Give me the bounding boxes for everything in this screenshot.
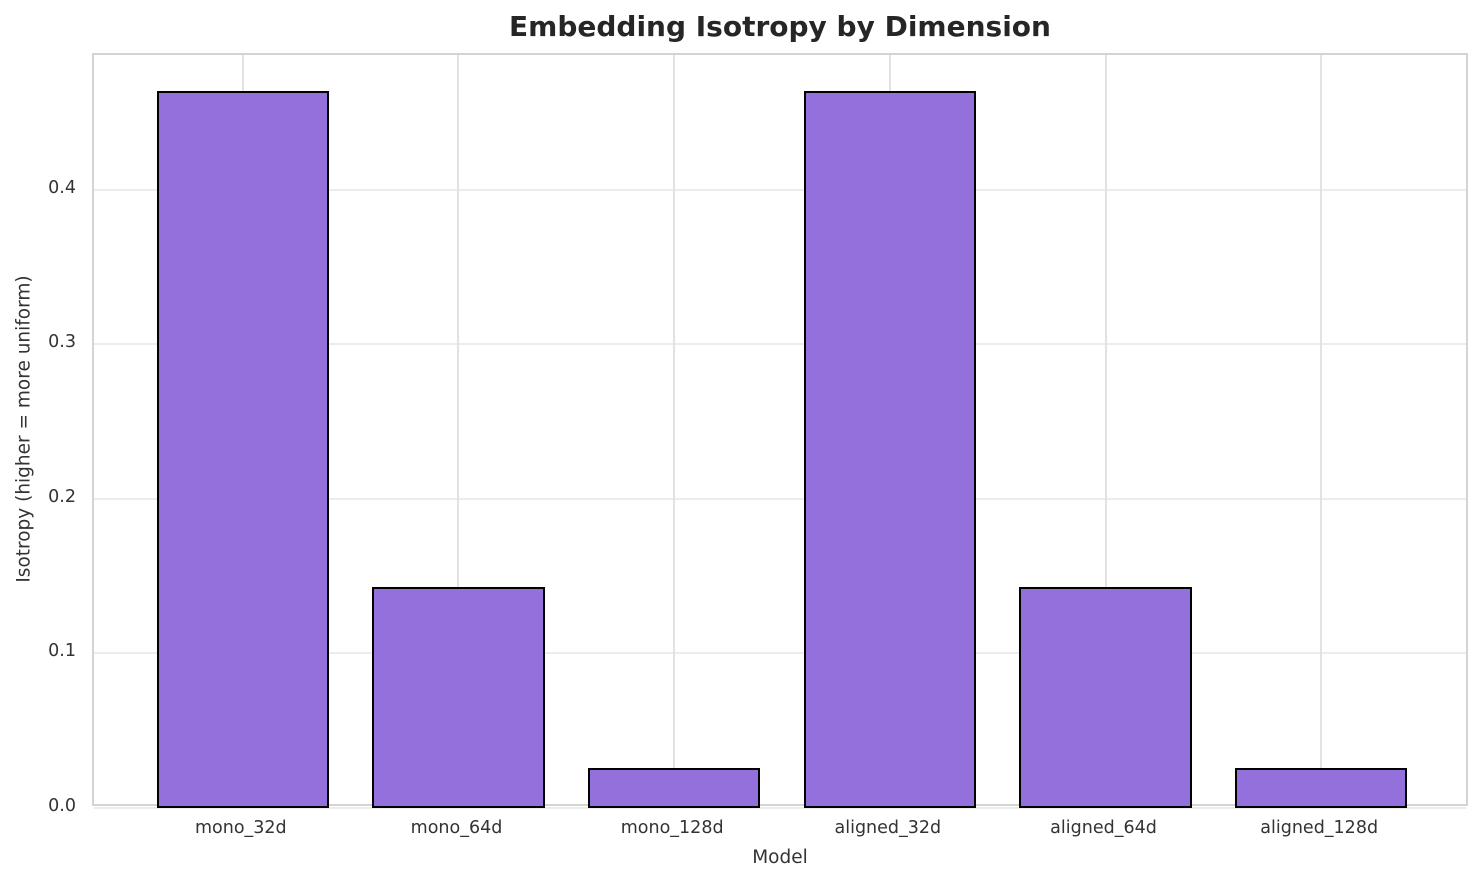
y-axis-label: Isotropy (higher = more uniform) — [13, 275, 35, 583]
x-tick-label: aligned_64d — [1050, 818, 1157, 838]
bar-aligned_128d — [1234, 767, 1408, 808]
bar-mono_64d — [372, 586, 545, 808]
y-tick-label: 0.4 — [48, 177, 76, 198]
y-gridline — [94, 652, 1466, 655]
y-gridline — [94, 188, 1466, 191]
y-gridline — [94, 807, 1466, 809]
x-gridline — [1320, 55, 1323, 804]
x-axis-label: Model — [752, 847, 808, 868]
bar-mono_128d — [587, 767, 761, 808]
x-gridline — [673, 55, 676, 804]
y-gridline — [94, 497, 1466, 500]
x-gridline — [457, 55, 460, 804]
bar-layer — [94, 55, 1466, 808]
bar-mono_32d — [156, 90, 330, 808]
x-tick-label: mono_64d — [410, 818, 503, 838]
y-tick-label: 0.1 — [48, 641, 76, 662]
y-tick-label: 0.2 — [48, 486, 76, 507]
y-gridline — [94, 343, 1466, 346]
x-gridline — [1104, 55, 1107, 804]
plot-area — [92, 53, 1468, 809]
chart-title: Embedding Isotropy by Dimension — [509, 10, 1051, 43]
bar-aligned_64d — [1019, 586, 1192, 808]
y-tick-label: 0.0 — [48, 796, 76, 816]
x-tick-label: aligned_32d — [834, 818, 942, 838]
x-tick-label: aligned_128d — [1260, 818, 1379, 838]
bar-aligned_32d — [803, 90, 977, 808]
x-tick-label: mono_128d — [620, 818, 724, 838]
y-tick-label: 0.3 — [48, 332, 76, 353]
x-tick-label: mono_32d — [194, 818, 287, 838]
